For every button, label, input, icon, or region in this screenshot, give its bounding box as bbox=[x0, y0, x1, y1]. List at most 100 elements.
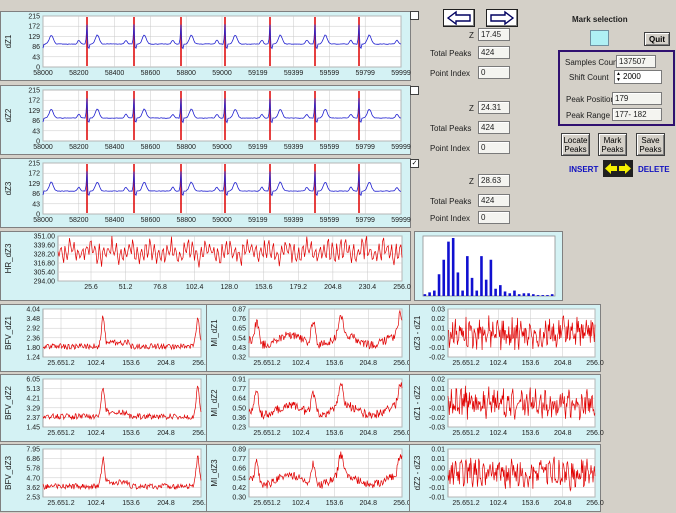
y-tick-label: 215 bbox=[28, 88, 40, 95]
locate-peaks-button[interactable]: Locate Peaks bbox=[561, 133, 590, 156]
next-arrow-button[interactable] bbox=[486, 9, 518, 27]
mark-peaks-button[interactable]: Mark Peaks bbox=[598, 133, 627, 156]
y-axis-label: MI_dZ3 bbox=[210, 459, 219, 487]
plot-area bbox=[248, 448, 403, 498]
y-tick-label: 5.78 bbox=[26, 466, 40, 473]
y-axis-label: dZ2 bbox=[4, 108, 13, 122]
x-tick-label: 59399 bbox=[284, 70, 304, 77]
x-tick-label: 59599 bbox=[320, 70, 340, 77]
point-index-value-1[interactable]: 0 bbox=[478, 66, 510, 79]
y-axis-label: BFV_dZ3 bbox=[4, 456, 13, 490]
delete-button[interactable]: DELETE bbox=[638, 165, 670, 174]
histogram-bar bbox=[499, 285, 502, 296]
x-tick-label: 102.4 bbox=[87, 430, 105, 437]
x-tick-label: 58200 bbox=[69, 70, 89, 77]
x-tick-label: 153.6 bbox=[326, 500, 344, 507]
shift-count-label: Shift Count bbox=[569, 73, 609, 82]
x-tick-label: 59399 bbox=[284, 217, 304, 224]
peak-position-value: 179 bbox=[612, 92, 662, 105]
y-tick-label: 1.45 bbox=[26, 425, 40, 432]
histogram-bar bbox=[541, 295, 545, 296]
left-right-arrows-icon[interactable] bbox=[603, 160, 633, 177]
y-tick-label: 351.00 bbox=[34, 234, 56, 241]
prev-arrow-button[interactable] bbox=[443, 9, 475, 27]
x-tick-label: 256.0 bbox=[586, 360, 604, 367]
histogram-bar bbox=[489, 259, 493, 296]
save-peaks-button[interactable]: Save Peaks bbox=[636, 133, 665, 156]
shift-count-spinner[interactable]: ▲ ▼ 2000 bbox=[614, 70, 662, 84]
peak-position-label: Peak Position bbox=[566, 95, 615, 104]
y-tick-label: 0.87 bbox=[232, 307, 246, 314]
y-tick-label: 294.00 bbox=[34, 279, 56, 286]
histogram-bar bbox=[437, 274, 441, 296]
quit-button[interactable]: Quit bbox=[644, 32, 670, 46]
y-tick-label: 0.00 bbox=[431, 335, 445, 342]
z-value-1: 17.45 bbox=[478, 28, 510, 41]
y-tick-label: 0.32 bbox=[232, 355, 246, 362]
mark-selection-color-swatch[interactable] bbox=[590, 30, 609, 46]
bfv-panel-dz2: 6.05 5.13 4.21 3.29 2.37 1.45 25.651.2 102.4 153… bbox=[0, 374, 210, 442]
y-tick-label: 86 bbox=[32, 44, 40, 51]
y-tick-label: -0.00 bbox=[429, 475, 445, 482]
y-tick-label: 0.02 bbox=[431, 316, 445, 323]
insert-button[interactable]: INSERT bbox=[569, 165, 599, 174]
y-tick-label: 215 bbox=[28, 14, 40, 21]
total-peaks-label-3: Total Peaks bbox=[430, 197, 472, 206]
x-tick-label: 102.4 bbox=[489, 360, 507, 367]
spinner-arrows-icon[interactable]: ▲ ▼ bbox=[616, 71, 621, 83]
y-tick-label: 0.30 bbox=[232, 495, 246, 502]
x-tick-label: 58000 bbox=[33, 144, 53, 151]
x-tick-label: 256.0 bbox=[192, 360, 210, 367]
mi-panel-dz3: 0.89 0.77 0.66 0.54 0.42 0.30 25.651.2 102.4 153… bbox=[206, 444, 411, 512]
x-tick-label: 256.0 bbox=[393, 360, 411, 367]
y-tick-label: 2.36 bbox=[26, 335, 40, 342]
channel-2-checkbox[interactable] bbox=[410, 86, 419, 95]
signal-trace bbox=[42, 455, 202, 491]
y-tick-label: 172 bbox=[28, 24, 40, 31]
y-axis-label: dZ3 bbox=[4, 181, 13, 195]
histogram-bar bbox=[522, 293, 526, 296]
point-index-value-3[interactable]: 0 bbox=[478, 211, 510, 224]
x-tick-label: 59000 bbox=[212, 70, 232, 77]
y-axis-label: BFV_dZ1 bbox=[4, 316, 13, 350]
x-tick-label: 25.651.2 bbox=[47, 360, 74, 367]
y-tick-label: -0.01 bbox=[429, 485, 445, 492]
y-tick-label: -0.03 bbox=[429, 425, 445, 432]
ecg-trace bbox=[42, 98, 402, 124]
y-axis-label: dZ1 bbox=[4, 34, 13, 48]
x-tick-label: 58200 bbox=[69, 217, 89, 224]
y-tick-label: 7.95 bbox=[26, 447, 40, 454]
histogram-bar bbox=[508, 293, 512, 296]
x-tick-label: 256.0 bbox=[586, 430, 604, 437]
channel-3-checkbox[interactable]: ✓ bbox=[410, 159, 419, 168]
samples-count-label: Samples Count bbox=[565, 58, 620, 67]
histogram-bar bbox=[513, 290, 516, 296]
y-axis-label: dZ3 - dZ1 bbox=[413, 315, 422, 350]
histogram-bar bbox=[428, 292, 431, 296]
x-tick-label: 230.4 bbox=[359, 284, 377, 291]
sample-info-box bbox=[558, 50, 675, 126]
x-tick-label: 256.0 bbox=[586, 500, 604, 507]
y-tick-label: -0.02 bbox=[429, 415, 445, 422]
x-tick-label: 204.8 bbox=[359, 360, 377, 367]
histogram-bar bbox=[456, 272, 460, 296]
x-tick-label: 58000 bbox=[33, 217, 53, 224]
mark-selection-label: Mark selection bbox=[572, 15, 628, 24]
y-tick-label: 0 bbox=[36, 65, 40, 72]
plot-area bbox=[42, 448, 202, 498]
z-label-2: Z bbox=[469, 104, 474, 113]
peak-range-value: 177- 182 bbox=[612, 108, 662, 121]
total-peaks-value-3: 424 bbox=[478, 194, 510, 207]
x-tick-label: 25.651.2 bbox=[47, 430, 74, 437]
y-tick-label: 2.37 bbox=[26, 415, 40, 422]
x-tick-label: 102.4 bbox=[489, 430, 507, 437]
y-tick-label: 0.36 bbox=[232, 415, 246, 422]
x-tick-label: 58800 bbox=[176, 70, 196, 77]
histogram-bar bbox=[494, 288, 497, 296]
signal-trace bbox=[447, 315, 596, 351]
point-index-value-2[interactable]: 0 bbox=[478, 141, 510, 154]
x-tick-label: 59199 bbox=[248, 70, 268, 77]
x-tick-label: 51.2 bbox=[119, 284, 133, 291]
x-tick-label: 59199 bbox=[248, 144, 268, 151]
channel-1-checkbox[interactable] bbox=[410, 11, 419, 20]
